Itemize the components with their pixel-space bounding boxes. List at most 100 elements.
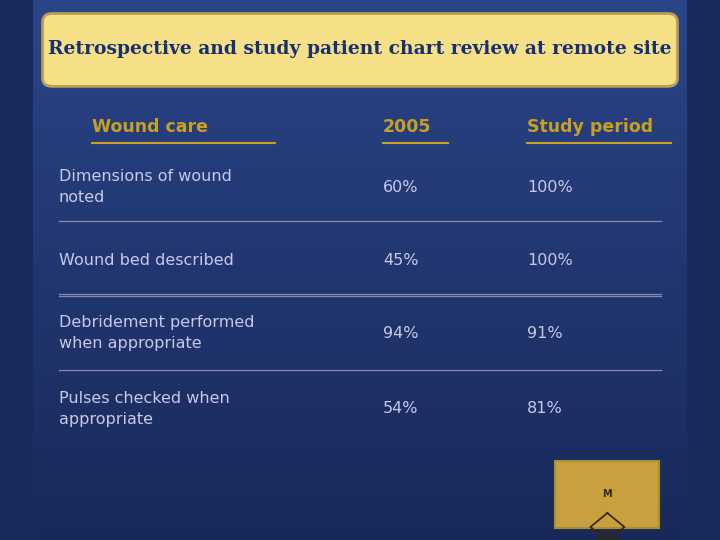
Bar [32, 220, 688, 225]
Bar [32, 94, 688, 99]
Text: 54%: 54% [383, 401, 418, 416]
Bar [32, 418, 688, 423]
Bar [32, 40, 688, 45]
Text: Wound bed described: Wound bed described [59, 253, 234, 268]
Bar [32, 369, 688, 374]
Bar [32, 477, 688, 482]
Bar [32, 441, 688, 445]
Bar [32, 500, 688, 504]
Bar [32, 396, 688, 401]
Bar [32, 522, 688, 526]
Bar [32, 148, 688, 153]
Bar [32, 85, 688, 90]
Bar [32, 126, 688, 131]
Bar [32, 27, 688, 31]
Bar [32, 162, 688, 166]
Bar [32, 274, 688, 279]
Bar [32, 360, 688, 364]
Bar [32, 324, 688, 328]
Text: Study period: Study period [527, 118, 653, 136]
Bar [32, 293, 688, 297]
Text: Retrospective and study patient chart review at remote site: Retrospective and study patient chart re… [48, 39, 672, 58]
Bar [32, 185, 688, 189]
Bar [32, 99, 688, 104]
Bar [32, 504, 688, 509]
Bar [32, 526, 688, 531]
Bar [32, 342, 688, 347]
Bar [32, 216, 688, 220]
Bar [32, 432, 688, 436]
Bar [32, 310, 688, 315]
Bar [32, 495, 688, 500]
Bar [32, 378, 688, 382]
Bar [32, 261, 688, 266]
Bar [32, 23, 688, 27]
Bar [32, 279, 688, 284]
Bar [32, 112, 688, 117]
Bar [32, 189, 688, 193]
Bar [32, 50, 688, 54]
Bar [32, 77, 688, 81]
Bar [32, 135, 688, 139]
Bar [32, 0, 688, 4]
Bar [32, 239, 688, 243]
Bar [32, 509, 688, 513]
Bar [32, 315, 688, 320]
Bar [32, 472, 688, 477]
Bar [32, 513, 688, 517]
Bar [32, 436, 688, 441]
Bar [32, 36, 688, 40]
Text: 91%: 91% [527, 326, 562, 341]
Bar [32, 517, 688, 522]
Bar [32, 387, 688, 392]
Bar [32, 266, 688, 270]
Bar [32, 158, 688, 162]
Bar [32, 243, 688, 247]
Bar [32, 288, 688, 293]
Bar [32, 202, 688, 207]
Bar [32, 364, 688, 369]
Text: Wound care: Wound care [91, 118, 207, 136]
Bar [32, 301, 688, 306]
Bar [32, 468, 688, 472]
Bar [32, 225, 688, 229]
Bar [32, 392, 688, 396]
Bar [32, 351, 688, 355]
Bar [32, 54, 688, 58]
Text: 100%: 100% [527, 253, 572, 268]
Bar [32, 180, 688, 185]
Bar [32, 18, 688, 23]
Bar [32, 252, 688, 256]
Bar [32, 297, 688, 301]
Bar [32, 58, 688, 63]
Bar [32, 171, 688, 176]
Bar [32, 486, 688, 490]
Bar [32, 117, 688, 122]
Bar [32, 166, 688, 171]
FancyBboxPatch shape [555, 461, 659, 528]
Bar [32, 306, 688, 310]
Text: 2005: 2005 [383, 118, 431, 136]
Bar [32, 193, 688, 198]
Bar [32, 320, 688, 324]
Bar [32, 256, 688, 261]
Bar [32, 90, 688, 94]
Bar [32, 482, 688, 486]
Bar [32, 198, 688, 202]
Bar [32, 531, 688, 536]
Bar [32, 347, 688, 351]
Bar [32, 459, 688, 463]
Bar [32, 333, 688, 338]
Bar [32, 409, 688, 414]
Bar [32, 401, 688, 405]
Bar [32, 14, 688, 18]
FancyBboxPatch shape [42, 14, 678, 86]
Bar [32, 423, 688, 428]
Bar [32, 104, 688, 108]
Bar [32, 72, 688, 77]
Text: Pulses checked when
appropriate: Pulses checked when appropriate [59, 391, 230, 427]
Bar [32, 131, 688, 135]
Text: Debridement performed
when appropriate: Debridement performed when appropriate [59, 315, 254, 351]
Text: 94%: 94% [383, 326, 418, 341]
Bar [32, 212, 688, 216]
